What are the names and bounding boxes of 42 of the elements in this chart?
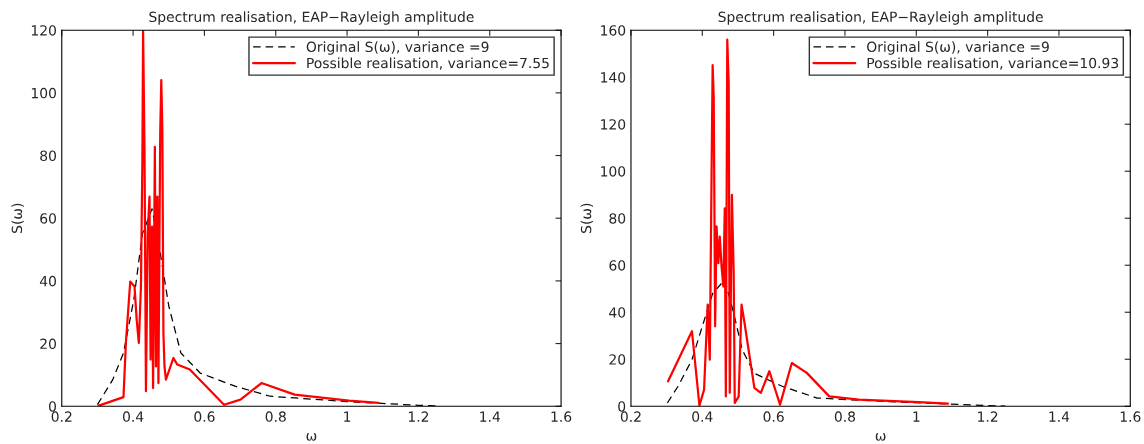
- legend-label: Possible realisation, variance=10.93: [867, 57, 1119, 70]
- x-tick-label: 0.4: [122, 411, 144, 422]
- x-tick-label: 1.6: [551, 411, 572, 422]
- x-tick-label: 1.2: [408, 411, 429, 422]
- x-tick-label: 0.6: [194, 411, 215, 422]
- y-tick-label: 0: [618, 401, 626, 412]
- y-tick-label: 20: [40, 338, 56, 350]
- y-axis-title: S(ω): [11, 203, 24, 233]
- y-tick-label: 100: [31, 87, 56, 99]
- x-tick-label: 0.4: [692, 411, 713, 422]
- x-axis-title: ω: [875, 433, 886, 441]
- y-tick-label: 60: [40, 213, 56, 224]
- y-tick-label: 80: [609, 213, 626, 224]
- x-tick-label: 0.2: [620, 411, 641, 422]
- y-axis-title: S(ω): [580, 203, 593, 233]
- legend-label: Possible realisation, variance=7.55: [307, 57, 549, 70]
- y-tick-label: 0: [48, 401, 56, 412]
- y-tick-label: 120: [31, 25, 56, 36]
- y-tick-label: 160: [601, 25, 626, 36]
- legend-label: Original S(ω), variance =9: [867, 41, 1049, 55]
- x-tick-label: 0.2: [51, 411, 72, 422]
- y-tick-label: 140: [601, 72, 626, 83]
- x-tick-label: 1.4: [480, 411, 501, 422]
- x-tick-label: 0.8: [834, 411, 856, 422]
- x-tick-label: 0.6: [763, 411, 784, 422]
- y-tick-label: 80: [40, 150, 56, 162]
- y-tick-label: 40: [39, 275, 56, 287]
- y-tick-label: 40: [609, 307, 626, 318]
- chart-title: Spectrum realisation, EAP−Rayleigh amplitude: [149, 11, 474, 25]
- x-tick-label: 1.4: [1049, 411, 1070, 422]
- legend-label: Original S(ω), variance =9: [306, 41, 489, 55]
- x-tick-label: 0.8: [265, 411, 286, 422]
- y-tick-label: 60: [609, 260, 626, 271]
- y-tick-label: 120: [601, 119, 626, 130]
- x-tick-label: 1: [913, 411, 920, 422]
- x-tick-label: 1: [344, 411, 351, 422]
- y-tick-label: 20: [609, 354, 626, 365]
- y-tick-label: 100: [601, 166, 626, 177]
- x-tick-label: 1.2: [978, 411, 998, 422]
- chart-title: Spectrum realisation, EAP−Rayleigh amplitude: [718, 11, 1043, 25]
- x-tick-label: 1.6: [1120, 411, 1141, 422]
- x-axis-title: ω: [306, 433, 317, 441]
